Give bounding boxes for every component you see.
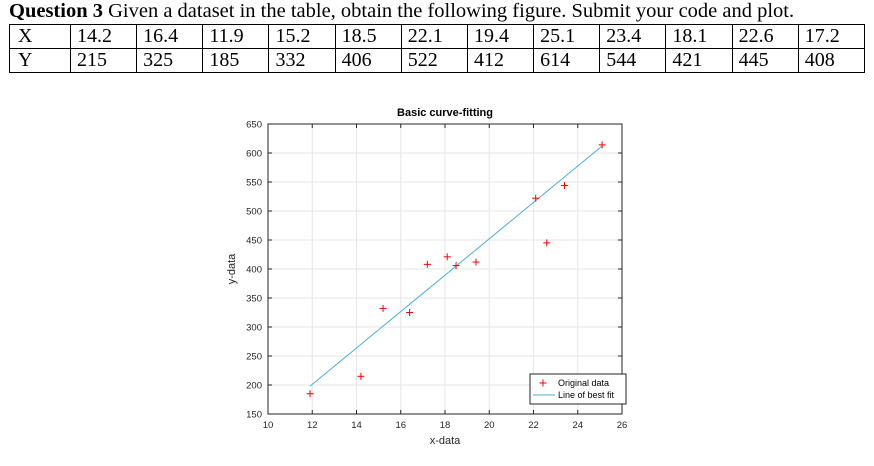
y-tick-label: 350 (246, 294, 262, 305)
table-cell-y: 408 (797, 48, 866, 73)
table-header-y: Y (9, 48, 71, 73)
table-cell-y: 332 (268, 48, 336, 73)
table-cell-y: 412 (466, 48, 535, 73)
table-cell-y: 406 (334, 48, 402, 73)
table-cell-x: 15.2 (268, 24, 336, 49)
x-tick-label: 24 (572, 420, 583, 431)
data-point-marker (423, 260, 431, 268)
x-tick-label: 26 (617, 420, 628, 431)
y-tick-label: 650 (246, 120, 262, 131)
table-cell-x: 17.2 (797, 24, 866, 49)
table-cell-y: 325 (136, 48, 204, 73)
table-cell-x: 18.5 (334, 24, 402, 49)
table-cell-y: 215 (69, 48, 138, 73)
data-point-marker (452, 262, 460, 270)
table-cell-x: 22.1 (400, 24, 468, 49)
y-tick-label: 450 (246, 236, 262, 247)
data-point-marker (560, 181, 568, 189)
x-tick-label: 20 (484, 420, 495, 431)
question-label: Question 3 (9, 0, 103, 22)
data-point-marker (598, 141, 606, 149)
chart-title: Basic curve-fitting (397, 107, 493, 119)
data-point-marker (443, 253, 451, 261)
table-cell-x: 11.9 (202, 24, 270, 49)
table-cell-y: 185 (202, 48, 270, 73)
x-tick-label: 10 (263, 420, 274, 431)
data-point-marker (406, 309, 414, 316)
x-tick-label: 18 (440, 420, 451, 431)
question-body: Given a dataset in the table, obtain the… (102, 0, 795, 22)
y-tick-label: 150 (246, 410, 262, 421)
y-tick-label: 200 (246, 381, 262, 392)
y-tick-label: 300 (246, 323, 262, 334)
table-cell-y: 614 (533, 48, 601, 73)
data-point-marker (379, 304, 387, 312)
y-tick-label: 400 (246, 265, 262, 276)
data-point-marker (306, 390, 314, 398)
question-text: Question 3 Given a dataset in the table,… (9, 0, 869, 22)
legend: Original data Line of best fit (529, 373, 627, 405)
y-tick-label: 600 (246, 149, 262, 160)
plot-grid (267, 123, 623, 415)
legend-label: Line of best fit (558, 390, 615, 400)
x-tick-label: 16 (395, 420, 406, 431)
y-tick-label: 550 (246, 178, 262, 189)
table-cell-x: 19.4 (466, 24, 535, 49)
x-axis-label: x-data (430, 435, 461, 447)
data-point-marker (532, 194, 540, 202)
dataset-table: X 14.2 16.4 11.9 15.2 18.5 22.1 19.4 25.1 23.4 18… (9, 24, 866, 73)
table-cell-x: 23.4 (599, 24, 667, 49)
data-point-marker (357, 372, 365, 380)
axis-ticks: 10 12 14 16 18 20 22 24 26 150 200 250 300 350 400 450 5… (246, 120, 627, 432)
data-point-marker (472, 258, 480, 266)
table-cell-x: 16.4 (136, 24, 204, 49)
y-axis-label: y-data (226, 253, 238, 284)
x-tick-label: 14 (351, 420, 362, 431)
legend-label: Original data (558, 378, 609, 388)
x-tick-label: 22 (528, 420, 539, 431)
table-row-y: Y 215 325 185 332 406 522 412 614 544 421 445 408 (9, 48, 866, 73)
table-cell-y: 544 (599, 48, 667, 73)
table-cell-y: 421 (665, 48, 733, 73)
table-cell-y: 522 (400, 48, 468, 73)
legend-box (529, 373, 627, 405)
data-point-marker (543, 239, 551, 247)
y-tick-label: 500 (246, 207, 262, 218)
x-tick-label: 12 (307, 420, 318, 431)
y-tick-label: 250 (246, 352, 262, 363)
legend-symbol (539, 379, 547, 387)
table-row-x: X 14.2 16.4 11.9 15.2 18.5 22.1 19.4 25.1 23.4 18… (9, 24, 866, 49)
plot-series (306, 141, 606, 398)
